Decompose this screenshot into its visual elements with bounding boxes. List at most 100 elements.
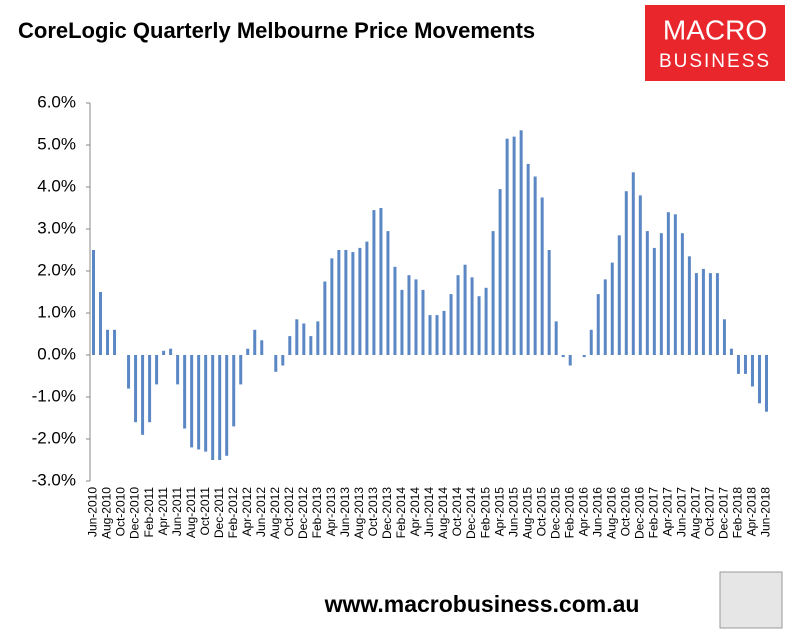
x-tick-label: Feb-2014 xyxy=(394,487,408,539)
bar xyxy=(505,138,509,355)
bar xyxy=(337,250,341,355)
bar xyxy=(603,279,607,355)
x-tick-label: Apr-2015 xyxy=(492,487,506,537)
bar xyxy=(204,355,208,452)
bar xyxy=(197,355,201,450)
x-tick-label: Jun-2010 xyxy=(86,487,100,537)
logo-text: MACRO xyxy=(663,14,767,45)
bar xyxy=(526,163,530,355)
bar xyxy=(687,256,691,355)
bar xyxy=(316,321,320,355)
bar xyxy=(477,296,481,355)
bar xyxy=(127,355,131,389)
x-tick-label: Aug-2015 xyxy=(520,487,534,539)
bar xyxy=(449,294,453,355)
x-tick-label: Feb-2015 xyxy=(478,487,492,539)
bar xyxy=(708,273,712,355)
x-tick-label: Oct-2015 xyxy=(534,487,548,537)
bar xyxy=(351,252,355,355)
bar xyxy=(470,277,474,355)
y-tick-label: -2.0% xyxy=(32,428,76,447)
x-tick-label: Feb-2012 xyxy=(226,487,240,539)
bar xyxy=(736,355,740,374)
bar xyxy=(701,268,705,355)
bar xyxy=(673,214,677,355)
y-tick-label: 0.0% xyxy=(37,344,76,363)
bar xyxy=(547,250,551,355)
bar xyxy=(141,355,145,435)
bar xyxy=(582,355,586,358)
y-tick-label: 5.0% xyxy=(37,134,76,153)
bar xyxy=(379,208,383,355)
x-tick-label: Aug-2016 xyxy=(604,487,618,539)
bar xyxy=(666,212,670,355)
x-tick-label: Apr-2017 xyxy=(661,487,675,537)
bar xyxy=(722,319,726,355)
bar xyxy=(386,231,390,355)
x-tick-label: Feb-2013 xyxy=(310,487,324,539)
x-tick-label: Feb-2017 xyxy=(647,487,661,539)
bar xyxy=(169,348,173,355)
x-tick-label: Jun-2012 xyxy=(254,487,268,537)
x-tick-label: Oct-2016 xyxy=(618,487,632,537)
bar xyxy=(309,336,313,355)
bar xyxy=(743,355,747,374)
bar xyxy=(617,235,621,355)
x-tick-label: Dec-2010 xyxy=(128,487,142,539)
y-tick-label: 3.0% xyxy=(37,218,76,237)
bar xyxy=(519,130,523,355)
bar xyxy=(92,250,96,355)
x-tick-label: Dec-2012 xyxy=(296,487,310,539)
bar xyxy=(610,262,614,355)
bar xyxy=(435,315,439,355)
bar xyxy=(372,210,376,355)
x-tick-label: Apr-2014 xyxy=(408,487,422,537)
bar xyxy=(456,275,460,355)
bar xyxy=(421,289,425,355)
x-tick-label: Apr-2013 xyxy=(324,487,338,537)
x-tick-label: Apr-2012 xyxy=(240,487,254,537)
x-tick-label: Dec-2014 xyxy=(464,487,478,539)
x-tick-label: Jun-2016 xyxy=(590,487,604,537)
x-tick-label: Aug-2017 xyxy=(689,487,703,539)
x-tick-label: Aug-2012 xyxy=(268,487,282,539)
bar xyxy=(540,197,544,355)
bar xyxy=(344,250,348,355)
bar xyxy=(715,273,719,355)
y-tick-label: 1.0% xyxy=(37,302,76,321)
bar xyxy=(365,241,369,355)
x-tick-label: Apr-2011 xyxy=(156,487,170,536)
bar xyxy=(253,329,257,355)
bar xyxy=(652,247,656,355)
bar xyxy=(232,355,236,427)
y-tick-label: 4.0% xyxy=(37,176,76,195)
bar xyxy=(281,355,285,366)
bar xyxy=(288,336,292,355)
bar xyxy=(561,355,565,358)
x-tick-label: Oct-2012 xyxy=(282,487,296,537)
x-tick-label: Aug-2013 xyxy=(352,487,366,539)
x-tick-label: Dec-2013 xyxy=(380,487,394,539)
bar xyxy=(659,233,663,355)
y-tick-label: -1.0% xyxy=(32,386,76,405)
x-tick-label: Oct-2017 xyxy=(703,487,717,537)
x-tick-label: Aug-2010 xyxy=(100,487,114,539)
chart-title: CoreLogic Quarterly Melbourne Price Move… xyxy=(18,18,535,43)
bar xyxy=(148,355,152,423)
bar xyxy=(162,350,166,355)
x-tick-label: Apr-2018 xyxy=(745,487,759,537)
bar xyxy=(764,355,768,412)
bar xyxy=(260,340,264,355)
bar xyxy=(596,294,600,355)
bar xyxy=(393,266,397,355)
bar xyxy=(113,329,117,355)
x-tick-label: Jun-2011 xyxy=(170,487,184,536)
bar xyxy=(211,355,215,460)
x-tick-label: Jun-2017 xyxy=(675,487,689,537)
y-tick-label: 6.0% xyxy=(37,92,76,111)
x-tick-label: Jun-2018 xyxy=(759,487,773,537)
x-tick-label: Feb-2018 xyxy=(731,487,745,539)
bar xyxy=(155,355,159,385)
bar xyxy=(631,172,635,355)
bar xyxy=(134,355,138,423)
